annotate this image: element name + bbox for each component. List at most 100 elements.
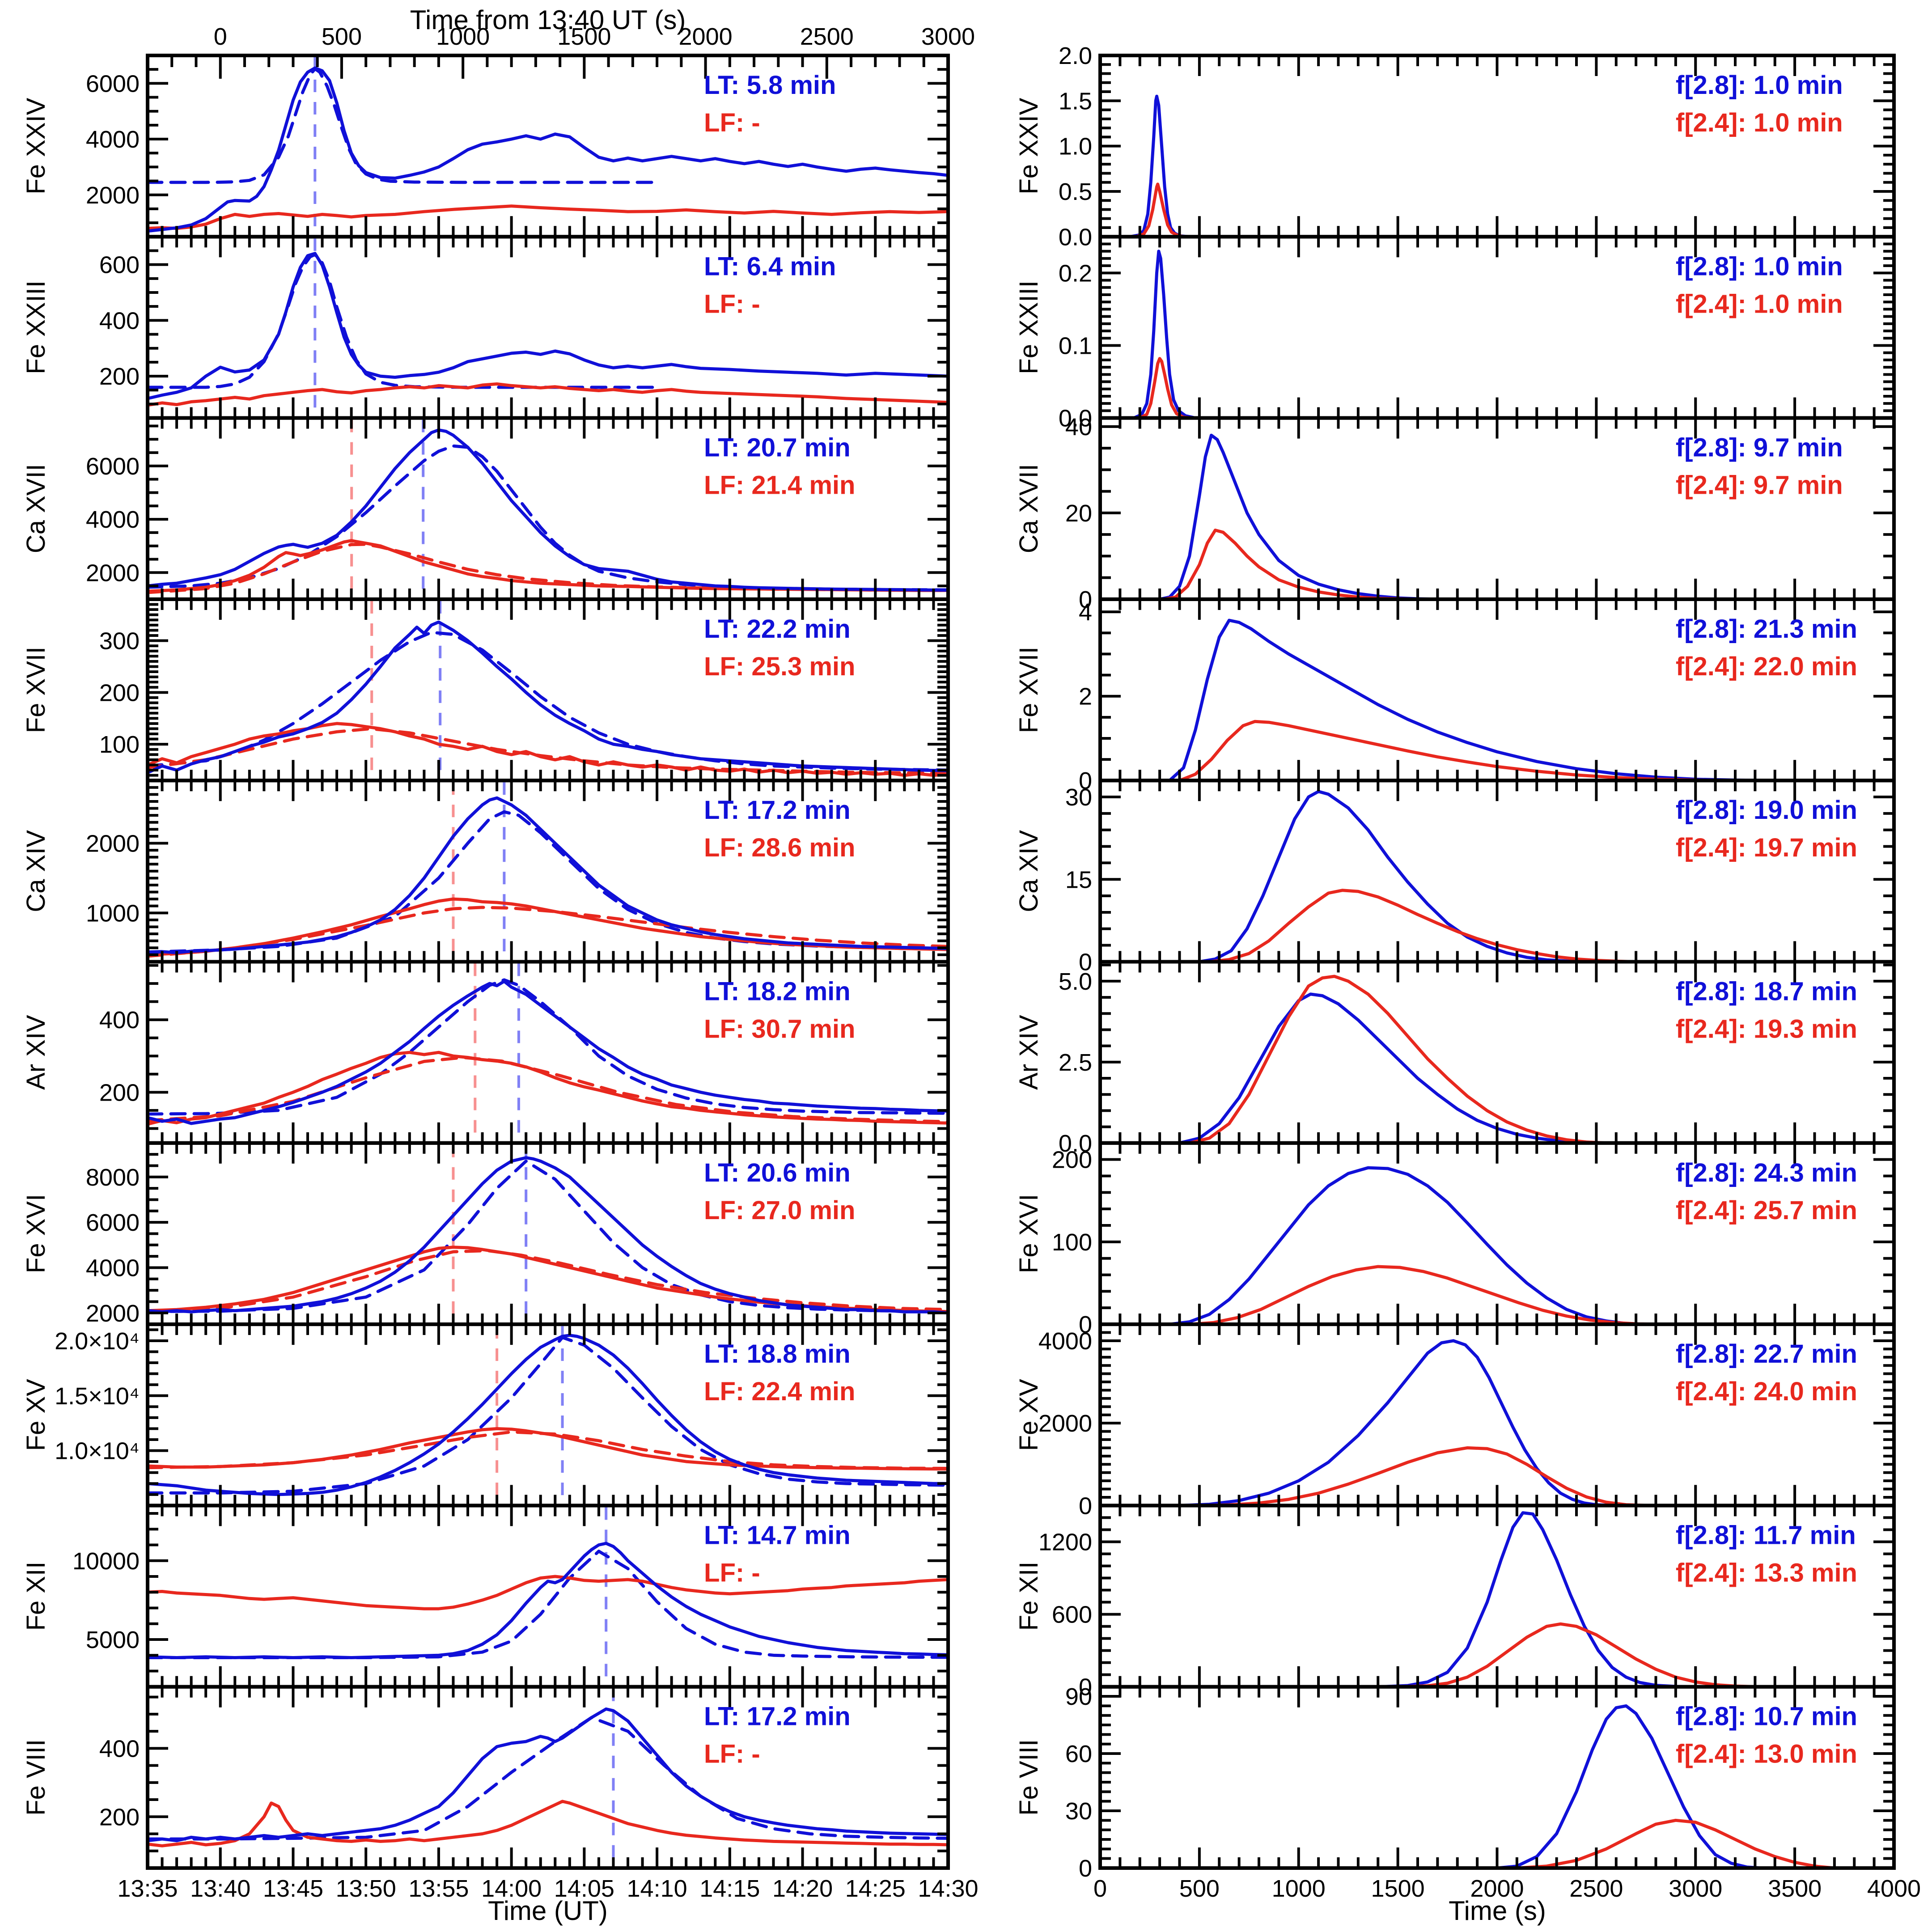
ion-label: Ca XIV: [1014, 830, 1043, 912]
y-tick-label: 0: [1079, 1674, 1092, 1701]
top-axis-tick-label: 500: [322, 23, 362, 50]
y-tick-label: 30: [1065, 1798, 1092, 1825]
x-tick-label: 1500: [1371, 1875, 1425, 1902]
annotation-lf: LF: -: [704, 1740, 760, 1769]
annotation-f24: f[2.4]: 19.7 min: [1676, 833, 1857, 862]
panel-left-fe-xvii: 100 200 300 Fe XVII LT: 22.2 min LF: 25.3 min: [21, 597, 950, 783]
annotation-lt: LT: 6.4 min: [704, 252, 836, 281]
fe-xxiii-curve-red: [1102, 357, 1893, 417]
annotation-lf: LF: -: [704, 1558, 760, 1587]
y-tick-label: 1200: [1038, 1529, 1092, 1555]
panel-left-ca-xiv: 1000 2000 Ca XIV LT: 17.2 min LF: 28.6 min: [21, 779, 950, 964]
ar-xiv-obs-red: [149, 1051, 947, 1126]
column-right: 0 500 1000 1500 2000 2500 3000 3500 40000.00.51.…: [1014, 42, 1921, 1902]
fe-xxiv-obs-red: [149, 204, 947, 230]
column-left: 13:35 13:40 13:45 13:50 13:55 14:00 14:05 14:10…: [21, 23, 979, 1902]
top-axis-tick-label: 2500: [800, 23, 854, 50]
panel-right-fe-xvii: 0 2 4 Fe XVII f[2.8]: 21.3 min f[2.4]: 22.0 m…: [1014, 597, 1896, 794]
x-tick-label: 14:25: [845, 1875, 906, 1902]
y-tick-label: 0.2: [1059, 260, 1092, 287]
panel-right-ar-xiv: 0.0 2.5 5.0 Ar XIV f[2.8]: 18.7 min f[2.4]: 1…: [1014, 960, 1896, 1157]
fe-xvii-curve-red: [1102, 720, 1893, 780]
x-tick-label: 13:55: [408, 1875, 469, 1902]
ca-xvii-obs-blue: [149, 428, 947, 592]
x-tick-label: 14:05: [554, 1875, 614, 1902]
annotation-f28: f[2.8]: 24.3 min: [1676, 1158, 1857, 1187]
ion-label: Fe XVI: [1014, 1194, 1043, 1273]
annotation-f24: f[2.4]: 1.0 min: [1676, 108, 1843, 137]
y-tick-label: 90: [1065, 1683, 1092, 1710]
top-axis-tick-label: 1500: [557, 23, 611, 50]
fe-xxiv-fit-blue: [149, 67, 659, 184]
y-tick-label: 0: [1079, 1311, 1092, 1338]
panel-right-ca-xvii: 0 20 40 Ca XVII f[2.8]: 9.7 min f[2.4]: 9.7 m…: [1014, 414, 1896, 613]
top-axis-tick-label: 0: [214, 23, 227, 50]
y-tick-label: 4000: [86, 126, 140, 153]
fe-xii-obs-blue: [149, 1542, 947, 1659]
top-axis-tick-label: 3000: [921, 23, 975, 50]
x-tick-label: 1000: [1272, 1875, 1326, 1902]
annotation-f24: f[2.4]: 25.7 min: [1676, 1196, 1857, 1225]
ion-label: Fe XII: [21, 1562, 51, 1631]
panel-left-fe-xvi: 2000 4000 6000 8000 Fe XVI LT: 20.6 min LF: 27…: [21, 1141, 950, 1327]
annotation-lf: LF: 21.4 min: [704, 471, 855, 500]
y-tick-label: 6000: [86, 453, 140, 480]
fe-viii-obs-red: [149, 1800, 947, 1847]
top-axis-title: Time from 13:40 UT (s): [410, 5, 686, 35]
x-tick-label: 13:45: [263, 1875, 323, 1902]
ion-label: Fe XVI: [21, 1194, 51, 1273]
annotation-lf: LF: 22.4 min: [704, 1377, 855, 1406]
y-tick-label: 0.0: [1059, 1130, 1092, 1157]
panel-right-fe-xv: 0 2000 4000 Fe XV f[2.8]: 22.7 min f[2.4]: 24…: [1014, 1322, 1896, 1519]
fe-xxiv-obs-blue: [149, 66, 947, 233]
ca-xiv-obs-blue: [149, 796, 947, 955]
annotation-f28: f[2.8]: 21.3 min: [1676, 614, 1857, 644]
ca-xvii-curve-red: [1102, 529, 1893, 598]
y-tick-label: 4000: [86, 506, 140, 533]
y-tick-label: 2000: [86, 830, 140, 857]
y-tick-label: 2000: [1038, 1410, 1092, 1437]
y-tick-label: 4000: [86, 1254, 140, 1281]
y-tick-label: 0.5: [1059, 178, 1092, 205]
annotation-f28: f[2.8]: 1.0 min: [1676, 252, 1843, 281]
x-tick-label: 13:50: [336, 1875, 396, 1902]
ion-label: Fe XVII: [1014, 647, 1043, 733]
ion-label: Ca XVII: [21, 464, 51, 553]
ion-label: Fe XII: [1014, 1562, 1043, 1631]
x-tick-label: 13:35: [117, 1875, 178, 1902]
y-tick-label: 200: [99, 1804, 140, 1830]
annotation-f28: f[2.8]: 18.7 min: [1676, 977, 1857, 1006]
ion-label: Fe XXIII: [21, 280, 51, 374]
fe-xvi-fit-blue: [149, 1159, 947, 1313]
y-tick-label: 6000: [86, 1209, 140, 1236]
ar-xiv-fit-blue: [149, 978, 947, 1116]
y-tick-label: 4000: [1038, 1328, 1092, 1355]
y-tick-label: 1.5×10⁴: [55, 1383, 140, 1410]
annotation-lf: LF: -: [704, 108, 760, 137]
y-tick-label: 100: [99, 731, 140, 758]
y-tick-label: 0: [1079, 949, 1092, 976]
x-tick-label: 3000: [1669, 1875, 1722, 1902]
ca-xiv-curve-blue: [1102, 790, 1893, 961]
y-tick-label: 6000: [86, 70, 140, 97]
ca-xvii-fit-blue: [149, 444, 947, 592]
top-axis-tick-label: 1000: [436, 23, 490, 50]
y-tick-label: 200: [1052, 1147, 1092, 1174]
panel-left-fe-xxiv: 2000 4000 6000 Fe XXIV LT: 5.8 min LF: -: [21, 54, 950, 239]
panel-right-fe-xxiii: 0.0 0.1 0.2 Fe XXIII f[2.8]: 1.0 min f[2.4]: …: [1014, 235, 1896, 432]
x-tick-label: 3500: [1768, 1875, 1822, 1902]
panel-border: [146, 1685, 950, 1870]
annotation-lf: LF: 28.6 min: [704, 833, 855, 862]
y-tick-label: 5000: [86, 1627, 140, 1653]
panel-left-ca-xvii: 2000 4000 6000 Ca XVII LT: 20.7 min LF: 21.4 …: [21, 416, 950, 601]
x-tick-label: 2000: [1470, 1875, 1524, 1902]
fe-xii-fit-blue: [149, 1550, 947, 1659]
y-tick-label: 200: [99, 679, 140, 706]
y-tick-label: 15: [1065, 866, 1092, 893]
fe-xxiv-curve-red: [1102, 182, 1893, 236]
ion-label: Fe XXIV: [21, 97, 51, 194]
panel-left-ar-xiv: 200 400 Ar XIV LT: 18.2 min LF: 30.7 min: [21, 960, 950, 1145]
annotation-f28: f[2.8]: 11.7 min: [1676, 1521, 1856, 1550]
annotation-f28: f[2.8]: 22.7 min: [1676, 1339, 1857, 1368]
